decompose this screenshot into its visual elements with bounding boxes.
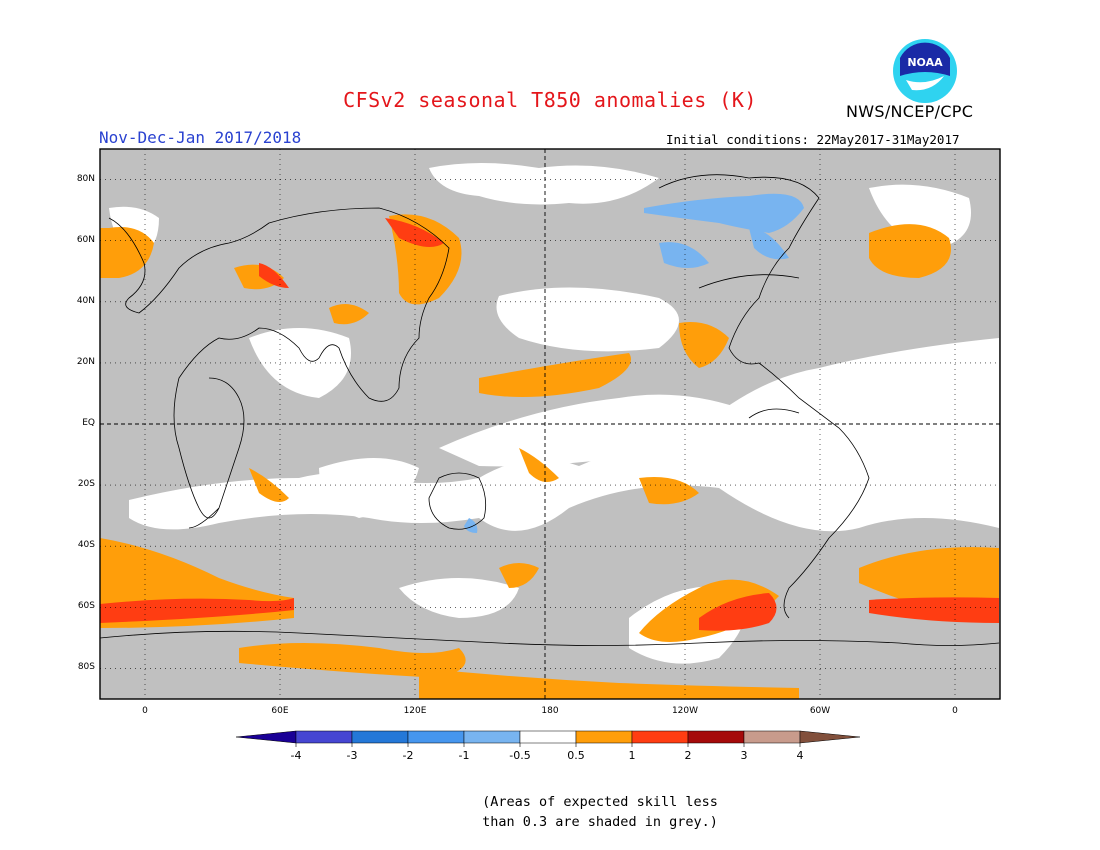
colorbar-segment: [575, 730, 633, 744]
colorbar-arrow-low: [236, 730, 297, 744]
colorbar-segment: [351, 730, 409, 744]
noaa-logo: NOAA: [893, 39, 957, 103]
negative-anomaly-regions: [464, 193, 804, 533]
colorbar-arrow-high: [799, 730, 861, 744]
lat-tick-label: 60N: [76, 234, 95, 245]
colorbar-label: 0.5: [567, 749, 585, 762]
lat-tick-label: EQ: [82, 418, 95, 428]
colorbar-segment: [407, 730, 465, 744]
colorbar-label: -1: [459, 749, 470, 762]
footnote-line-1: (Areas of expected skill less: [482, 794, 718, 810]
colorbar-segment: [463, 730, 521, 744]
lon-tick-label: 180: [541, 706, 559, 716]
lat-tick-label: 40S: [77, 540, 95, 551]
footnote-line-2: than 0.3 are shaded in grey.): [482, 814, 718, 830]
colorbar-label: 1: [629, 749, 636, 762]
near-normal-regions: [109, 163, 999, 664]
map-panel: 80N 60N 40N 20N EQ 20S 40S 60S 80S 0 60E 120E 180 12…: [77, 148, 1001, 716]
colorbar-label: 2: [685, 749, 692, 762]
colorbar-label: -3: [347, 749, 358, 762]
anomaly-map: [99, 148, 1001, 700]
lat-tick-label: 40N: [76, 295, 95, 306]
lat-tick-label: 20N: [76, 356, 95, 367]
lat-tick-label: 20S: [77, 479, 95, 490]
strong-positive-anomaly-regions: [100, 218, 999, 631]
colorbar-segment: [519, 730, 577, 744]
lon-tick-label: 120E: [403, 706, 427, 716]
colorbar-segment: [743, 730, 801, 744]
lon-tick-label: 0: [142, 706, 148, 716]
lat-tick-label: 60S: [77, 601, 95, 612]
lon-tick-label: 0: [952, 706, 958, 716]
lon-tick-label: 120W: [671, 706, 699, 716]
map-frame: [99, 148, 1001, 700]
organization-label: NWS/NCEP/CPC: [846, 102, 974, 121]
lon-tick-label: 60E: [271, 706, 289, 716]
initial-conditions-label: Initial conditions: 22May2017-31May2017: [666, 132, 960, 147]
colorbar-segment: [631, 730, 689, 744]
colorbar-label: -2: [403, 749, 414, 762]
colorbar-label: -0.5: [509, 749, 530, 762]
lat-tick-label: 80S: [77, 662, 95, 673]
noaa-logo-text: NOAA: [907, 56, 943, 69]
coastlines: [100, 174, 1000, 646]
lon-tick-label: 60W: [809, 706, 831, 716]
skill-footnote: (Areas of expected skill less than 0.3 a…: [420, 792, 780, 832]
colorbar-label: 4: [797, 749, 804, 762]
colorbar-segment: [687, 730, 745, 744]
chart-title: CFSv2 seasonal T850 anomalies (K): [343, 88, 757, 112]
colorbar: -4 -3 -2 -1 -0.5 0.5 1 2 3 4: [236, 730, 861, 762]
colorbar-segment: [295, 730, 353, 744]
period-label: Nov-Dec-Jan 2017/2018: [99, 128, 302, 147]
colorbar-label: -4: [291, 749, 302, 762]
lat-tick-label: 80N: [76, 173, 95, 184]
colorbar-label: 3: [741, 749, 748, 762]
